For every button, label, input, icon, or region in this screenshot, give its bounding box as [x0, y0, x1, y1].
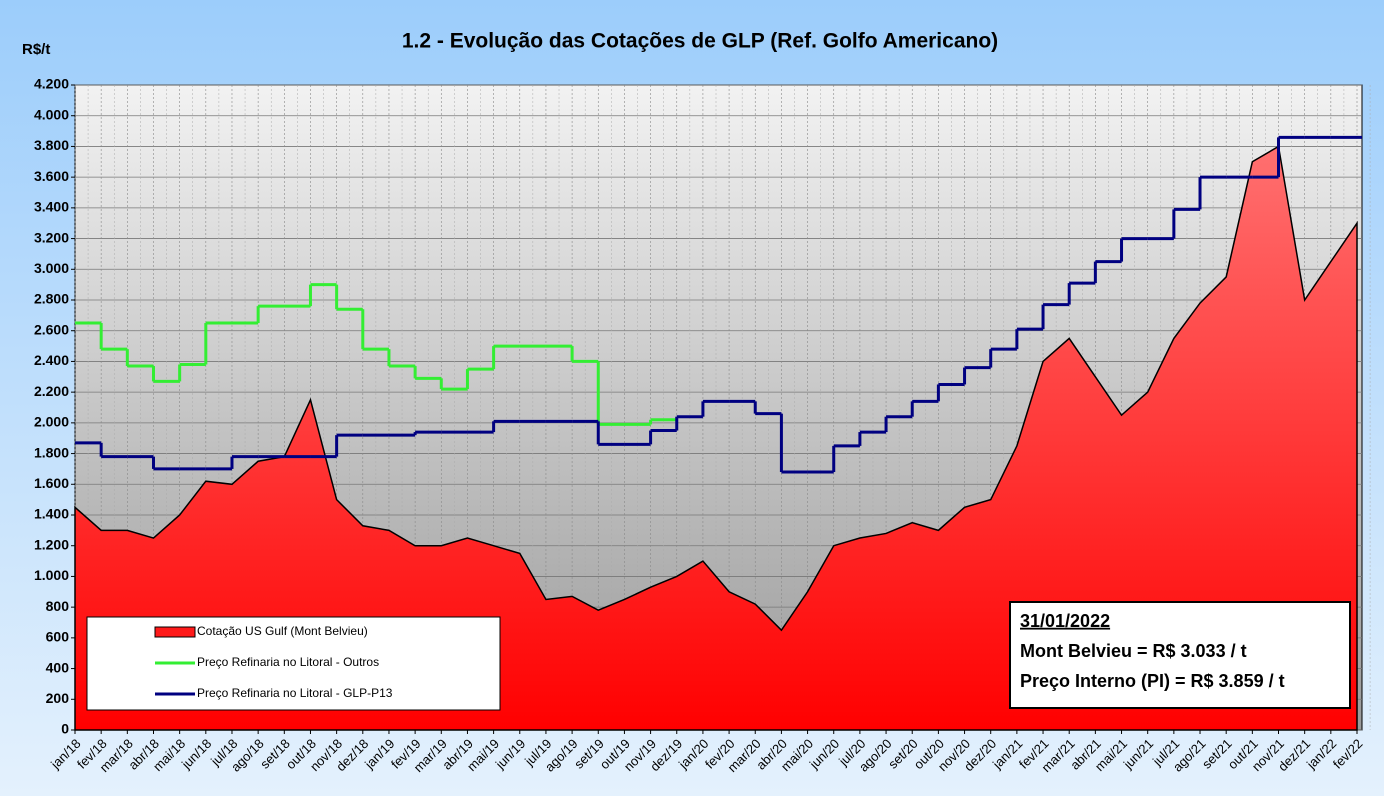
y-axis-label: R$/t [22, 41, 50, 58]
chart-title: 1.2 - Evolução das Cotações de GLP (Ref.… [402, 30, 998, 53]
y-tick-label: 3.000 [34, 260, 69, 276]
y-tick-label: 200 [46, 690, 70, 706]
y-tick-label: 1.000 [34, 567, 69, 583]
annotation-text: Mont Belvieu = R$ 3.033 / t [1020, 641, 1247, 661]
legend-swatch [154, 626, 196, 638]
legend: Cotação US Gulf (Mont Belvieu) Preço Refi… [86, 616, 501, 711]
y-tick-label: 4.000 [34, 106, 69, 122]
y-tick-label: 3.200 [34, 229, 69, 245]
y-tick-label: 4.200 [34, 76, 69, 92]
y-tick-label: 3.600 [34, 168, 69, 184]
area [74, 145, 1358, 731]
y-tick-label: 2.000 [34, 414, 69, 430]
y-tick-label: 1.600 [34, 475, 69, 491]
y-tick-label: 2.600 [34, 321, 69, 337]
y-tick-label: 800 [46, 598, 70, 614]
annotation-date: 31/01/2022 [1020, 611, 1110, 631]
y-tick-label: 2.800 [34, 291, 69, 307]
y-tick-label: 3.400 [34, 199, 69, 215]
annotation-text: Preço Interno (PI) = R$ 3.859 / t [1020, 671, 1285, 691]
marks [74, 135, 1362, 731]
y-tick-label: 3.800 [34, 137, 69, 153]
legend-label: Preço Refinaria no Litoral - Outros [197, 655, 379, 669]
legend-label: Cotação US Gulf (Mont Belvieu) [197, 624, 368, 638]
y-tick-label: 2.200 [34, 383, 69, 399]
y-tick-label: 400 [46, 659, 70, 675]
y-tick-label: 600 [46, 629, 70, 645]
annotation-frame [1009, 601, 1351, 709]
y-tick-label: 0 [61, 721, 69, 737]
annotation-box: 31/01/2022 Mont Belvieu = R$ 3.033 / t P… [1009, 601, 1351, 709]
legend-label: Preço Refinaria no Litoral - GLP-P13 [197, 686, 393, 700]
y-tick-label: 1.200 [34, 536, 69, 552]
y-tick-label: 1.400 [34, 506, 69, 522]
y-tick-label: 2.400 [34, 352, 69, 368]
y-tick-label: 1.800 [34, 444, 69, 460]
